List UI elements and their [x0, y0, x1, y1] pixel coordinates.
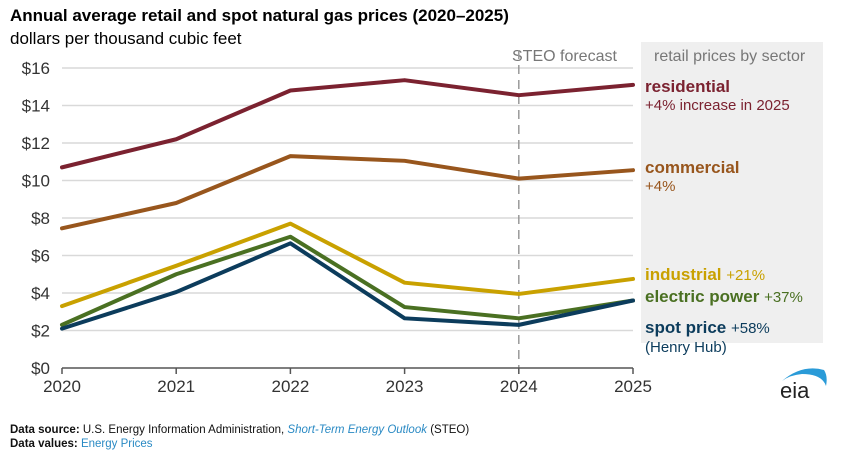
legend-change-residential: +4% increase in 2025	[645, 97, 790, 114]
series-name-industrial: industrial	[645, 265, 722, 284]
chart-title: Annual average retail and spot natural g…	[10, 6, 509, 25]
legend-note-spot: (Henry Hub)	[645, 339, 727, 356]
legend-label-industrial: industrial +21%	[645, 265, 765, 285]
forecast-label: STEO forecast	[512, 48, 617, 65]
eia-logo-arc-icon	[782, 368, 827, 386]
legend-change-industrial: +21%	[726, 267, 766, 284]
data-values-label: Data values:	[10, 438, 78, 450]
series-line-commercial	[60, 154, 635, 231]
legend-change-electric: +37%	[764, 289, 803, 306]
x-tick-label: 2020	[43, 377, 81, 396]
y-tick-label: $14	[22, 97, 50, 116]
energy-prices-link[interactable]: Energy Prices	[80, 438, 153, 450]
data-source-label: Data source:	[10, 424, 80, 436]
y-tick-label: $10	[22, 172, 50, 191]
series-line-spot	[60, 241, 635, 331]
series-name-spot: spot price	[645, 318, 727, 337]
series-line-industrial	[60, 221, 635, 309]
y-tick-label: $4	[31, 284, 50, 303]
steo-link[interactable]: Short-Term Energy Outlook	[287, 424, 427, 436]
y-tick-label: $0	[31, 359, 50, 378]
data-source-line: Data source: U.S. Energy Information Adm…	[10, 424, 469, 436]
series-line-electric	[60, 234, 635, 327]
legend-label-commercial: commercial	[645, 158, 740, 178]
x-tick-label: 2024	[500, 377, 538, 396]
x-tick-label: 2022	[271, 377, 309, 396]
series-line-residential	[60, 78, 635, 170]
data-values-line: Data values: Energy Prices	[10, 438, 153, 450]
series-name-commercial: commercial	[645, 158, 740, 177]
legend-change-commercial: +4%	[645, 178, 676, 195]
legend-panel-title: retail prices by sector	[654, 48, 806, 65]
y-tick-label: $16	[22, 59, 50, 78]
y-tick-label: $6	[31, 247, 50, 266]
y-tick-label: $2	[31, 322, 50, 341]
eia-logo-text: eia	[780, 378, 810, 402]
eia-logo: eia	[780, 368, 827, 402]
data-source-suffix: (STEO)	[430, 424, 470, 436]
x-tick-label: 2025	[614, 377, 652, 396]
legend-label-electric: electric power +37%	[645, 287, 803, 307]
chart-subtitle: dollars per thousand cubic feet	[10, 29, 242, 48]
x-tick-label: 2023	[386, 377, 424, 396]
legend-label-spot: spot price +58%	[645, 318, 770, 338]
legend-panel	[641, 42, 823, 343]
data-source-text: U.S. Energy Information Administration,	[82, 424, 285, 436]
y-tick-label: $8	[31, 209, 50, 228]
series-name-electric: electric power	[645, 287, 760, 306]
legend-label-residential: residential	[645, 77, 730, 97]
y-tick-label: $12	[22, 134, 50, 153]
series-name-residential: residential	[645, 77, 731, 96]
legend-change-spot: +58%	[730, 320, 770, 337]
x-tick-label: 2021	[157, 377, 195, 396]
